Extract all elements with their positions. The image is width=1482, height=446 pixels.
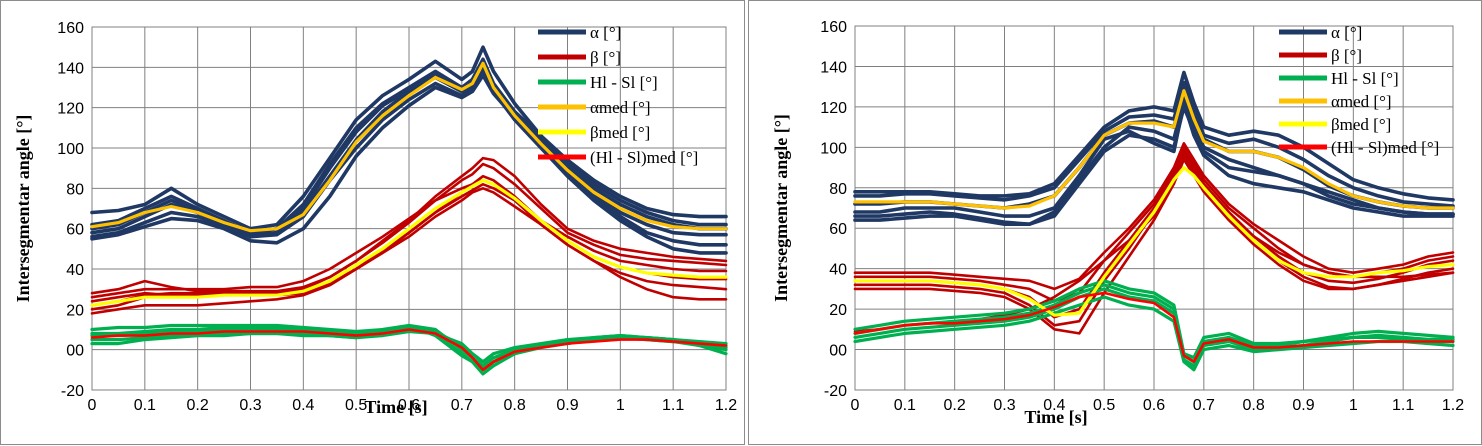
y-tick-label: 100: [57, 141, 84, 158]
legend-label: (Hl - Sl)med [°]: [1331, 138, 1439, 157]
legend-label: β [°]: [590, 48, 621, 67]
y-tick-label: 120: [820, 100, 847, 117]
chart-panel-left: 0 0.1 0.2 0.3 0.4 0.5 0.6 0.7 0.8 0.9 1 1.1 1.2 -20 00…: [0, 0, 745, 445]
x-tick-label: 0.8: [504, 397, 526, 414]
y-tick-label: 160: [57, 20, 84, 37]
y-tick-label: 40: [66, 262, 84, 279]
y-tick-label: 80: [66, 181, 84, 198]
x-axis-title: Time [s]: [364, 397, 427, 417]
legend-label: Hl - Sl [°]: [1331, 69, 1399, 88]
y-axis-title: Intersegmentar angle [°]: [13, 115, 33, 303]
series-line-beta-11: [90, 183, 728, 307]
series-line-beta-10: [90, 187, 728, 315]
series-lines: [90, 45, 728, 376]
x-tick-label: 0: [851, 397, 860, 414]
x-axis-title: Time [s]: [1024, 407, 1087, 427]
y-tick-label: -20: [61, 383, 84, 400]
series-line-hlslmed-19: [90, 328, 728, 372]
plot-area-border: [91, 26, 727, 391]
series-line-betamed-18: [90, 178, 728, 307]
x-tick-label: 0.4: [1043, 397, 1065, 414]
chart-left: 0 0.1 0.2 0.3 0.4 0.5 0.6 0.7 0.8 0.9 1 1.1 1.2 -20 00…: [13, 20, 737, 417]
series-lines: [853, 70, 1455, 372]
y-tick-label: 120: [57, 101, 84, 118]
legend-label: βmed [°]: [590, 123, 650, 142]
y-axis-title: Intersegmentar angle [°]: [771, 114, 791, 302]
x-tick-label: 0.4: [292, 397, 314, 414]
series-line-betamed-17: [853, 166, 1455, 317]
x-tick-label: 1.1: [1392, 397, 1414, 414]
x-tick-label: 0.5: [1093, 397, 1115, 414]
x-tick-label: 0.9: [556, 397, 578, 414]
series-line-alpha-5: [853, 105, 1455, 226]
x-tick-label: 0.6: [1143, 397, 1165, 414]
y-tick-label: 60: [66, 222, 84, 239]
x-tick-label: 0.1: [134, 397, 156, 414]
x-tick-label: 0.7: [451, 397, 473, 414]
y-tick-label: 40: [829, 262, 847, 279]
y-tick-label: 00: [829, 343, 847, 360]
y-tick-label: 140: [820, 59, 847, 76]
chart-right: 0 0.1 0.2 0.3 0.4 0.5 0.6 0.7 0.8 0.9 1 1.1 1.2 -20 00…: [771, 19, 1464, 427]
series-line-alpha-0: [90, 45, 728, 237]
x-tick-label: 1.1: [662, 397, 684, 414]
x-tick-label: 0.9: [1292, 397, 1314, 414]
series-line-beta-6: [853, 142, 1455, 291]
series-line-alpha-0: [853, 70, 1455, 202]
legend-label: β [°]: [1331, 46, 1362, 65]
series-line-hlsl-14: [853, 279, 1455, 360]
x-tick-label: 1: [1349, 397, 1358, 414]
chart-panel-right: 0 0.1 0.2 0.3 0.4 0.5 0.6 0.7 0.8 0.9 1 1.1 1.2 -20 00…: [748, 0, 1482, 445]
y-tick-label: 140: [57, 60, 84, 77]
y-tick-label: 100: [820, 140, 847, 157]
x-tick-label: 0.3: [993, 397, 1015, 414]
y-tick-label: 00: [66, 343, 84, 360]
y-tick-label: 20: [66, 302, 84, 319]
y-tick-label: 160: [820, 19, 847, 36]
x-tick-label: 0.8: [1243, 397, 1265, 414]
x-tick-label: 0.5: [345, 397, 367, 414]
legend-label: α [°]: [590, 23, 621, 42]
x-tick-label: 0.2: [187, 397, 209, 414]
y-tick-label: 80: [829, 181, 847, 198]
legend-label: Hl - Sl [°]: [590, 73, 658, 92]
x-tick-label: 0.7: [1193, 397, 1215, 414]
x-tick-label: 0.2: [944, 397, 966, 414]
series-line-alphamed-17: [90, 61, 728, 233]
series-line-beta-9: [90, 179, 728, 299]
x-tick-label: 0: [88, 397, 97, 414]
x-tick-label: 1.2: [1442, 397, 1464, 414]
y-tick-label: 20: [829, 302, 847, 319]
series-line-hlsl-16: [90, 323, 728, 372]
legend-label: αmed [°]: [590, 98, 651, 117]
legend-label: α [°]: [1331, 23, 1362, 42]
legend: α [°] β [°] Hl - Sl [°] αmed [°] βmed [°] (Hl…: [538, 23, 698, 167]
series-line-alphamed-16: [853, 89, 1455, 210]
series-line-alpha-5: [90, 73, 728, 245]
series-line-alpha-3: [853, 97, 1455, 226]
y-tick-label: 60: [829, 221, 847, 238]
series-line-beta-6: [90, 156, 728, 295]
y-tick-label: -20: [824, 383, 847, 400]
series-line-alpha-1: [853, 80, 1455, 208]
legend: α [°] β [°] Hl - Sl [°] αmed [°] βmed [°] (Hl…: [1279, 23, 1439, 157]
x-tick-label: 1.2: [715, 397, 737, 414]
legend-label: (Hl - Sl)med [°]: [590, 148, 698, 167]
series-line-alpha-4: [853, 101, 1455, 218]
x-tick-label: 1: [616, 397, 625, 414]
x-tick-label: 0.6: [398, 397, 420, 414]
x-tick-label: 0.1: [894, 397, 916, 414]
series-line-alpha-1: [90, 57, 728, 235]
legend-label: βmed [°]: [1331, 115, 1391, 134]
series-line-alpha-4: [90, 63, 728, 239]
series-line-hlslmed-18: [853, 291, 1455, 364]
legend-label: αmed [°]: [1331, 92, 1392, 111]
x-tick-label: 0.3: [239, 397, 261, 414]
